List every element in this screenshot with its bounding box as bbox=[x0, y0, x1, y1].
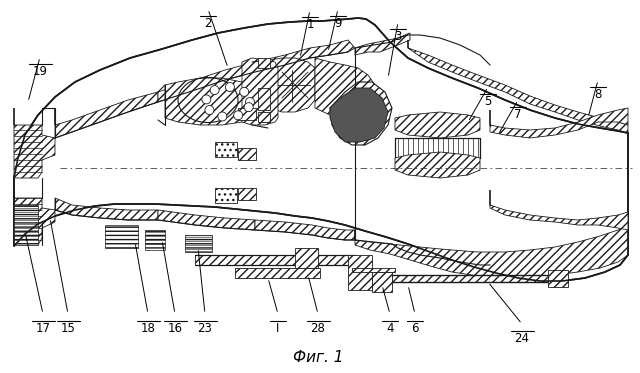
Text: 17: 17 bbox=[35, 322, 51, 335]
Polygon shape bbox=[14, 205, 38, 245]
Text: 24: 24 bbox=[515, 332, 529, 345]
Circle shape bbox=[244, 103, 253, 112]
Polygon shape bbox=[145, 230, 165, 250]
Text: I: I bbox=[276, 322, 280, 335]
Text: 6: 6 bbox=[412, 322, 419, 335]
Polygon shape bbox=[490, 108, 628, 138]
Polygon shape bbox=[235, 268, 320, 278]
Polygon shape bbox=[355, 33, 410, 55]
Text: 9: 9 bbox=[334, 17, 342, 30]
Polygon shape bbox=[348, 255, 372, 290]
Polygon shape bbox=[14, 195, 55, 245]
Circle shape bbox=[240, 87, 249, 96]
Polygon shape bbox=[105, 225, 138, 248]
Polygon shape bbox=[238, 148, 256, 160]
Text: 2: 2 bbox=[204, 17, 212, 30]
Circle shape bbox=[225, 82, 234, 91]
Polygon shape bbox=[270, 58, 315, 112]
Polygon shape bbox=[315, 58, 378, 118]
Polygon shape bbox=[195, 255, 355, 265]
Polygon shape bbox=[14, 108, 55, 178]
Text: 19: 19 bbox=[33, 65, 47, 78]
Circle shape bbox=[205, 106, 214, 115]
Polygon shape bbox=[355, 225, 628, 278]
Polygon shape bbox=[55, 198, 158, 220]
Circle shape bbox=[234, 111, 243, 120]
Polygon shape bbox=[158, 62, 255, 102]
Polygon shape bbox=[215, 142, 237, 157]
Polygon shape bbox=[215, 188, 237, 203]
Polygon shape bbox=[165, 78, 252, 125]
Text: 16: 16 bbox=[168, 322, 182, 335]
Polygon shape bbox=[408, 40, 628, 133]
Polygon shape bbox=[395, 112, 480, 138]
Polygon shape bbox=[158, 210, 255, 230]
Polygon shape bbox=[352, 268, 395, 272]
Polygon shape bbox=[255, 40, 355, 72]
Circle shape bbox=[202, 95, 211, 104]
Polygon shape bbox=[14, 18, 628, 281]
Text: 18: 18 bbox=[141, 322, 156, 335]
Polygon shape bbox=[238, 108, 256, 120]
Circle shape bbox=[210, 85, 219, 95]
Circle shape bbox=[218, 112, 227, 121]
Polygon shape bbox=[490, 190, 628, 230]
Text: 3: 3 bbox=[394, 30, 402, 43]
Polygon shape bbox=[548, 270, 568, 287]
Text: 1: 1 bbox=[307, 18, 314, 31]
Text: 5: 5 bbox=[484, 95, 492, 108]
Polygon shape bbox=[255, 220, 355, 240]
Polygon shape bbox=[258, 88, 270, 110]
Polygon shape bbox=[55, 92, 158, 138]
Polygon shape bbox=[238, 188, 256, 200]
Text: Фиг. 1: Фиг. 1 bbox=[292, 350, 343, 364]
Text: 15: 15 bbox=[61, 322, 76, 335]
Text: 4: 4 bbox=[387, 322, 394, 335]
Polygon shape bbox=[185, 235, 212, 252]
Polygon shape bbox=[242, 58, 278, 125]
Polygon shape bbox=[330, 88, 388, 142]
Polygon shape bbox=[395, 152, 480, 178]
Polygon shape bbox=[258, 112, 270, 122]
Circle shape bbox=[246, 97, 255, 107]
Text: 8: 8 bbox=[595, 88, 602, 101]
Polygon shape bbox=[330, 82, 392, 145]
Polygon shape bbox=[258, 58, 270, 68]
Polygon shape bbox=[295, 248, 318, 268]
Text: 7: 7 bbox=[515, 108, 522, 121]
Text: 23: 23 bbox=[198, 322, 212, 335]
Polygon shape bbox=[372, 272, 392, 292]
Text: 28: 28 bbox=[310, 322, 325, 335]
Polygon shape bbox=[392, 275, 548, 282]
